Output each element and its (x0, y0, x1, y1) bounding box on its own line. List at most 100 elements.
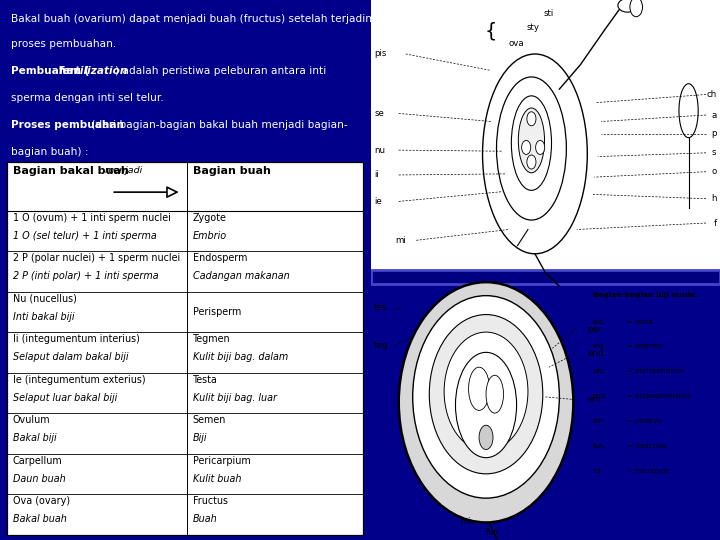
Text: nu: nu (374, 146, 385, 154)
Text: f: f (714, 219, 716, 227)
Text: = perispermium: = perispermium (627, 368, 684, 374)
Text: Buah: Buah (193, 514, 217, 524)
Text: Ova (ovary): Ova (ovary) (13, 496, 70, 507)
Text: Ii (integumentum interius): Ii (integumentum interius) (13, 334, 140, 345)
Text: 1 O (ovum) + 1 inti sperm nuclei: 1 O (ovum) + 1 inti sperm nuclei (13, 213, 171, 223)
Text: Kulit biji bag. luar: Kulit biji bag. luar (193, 393, 276, 403)
Text: 2 P (polar nuclei) + 1 sperm nuclei: 2 P (polar nuclei) + 1 sperm nuclei (13, 253, 180, 264)
Circle shape (527, 112, 536, 126)
Text: Selaput dalam bakal biji: Selaput dalam bakal biji (13, 352, 128, 362)
Text: o: o (711, 167, 716, 176)
Text: end.: end. (593, 393, 608, 399)
Text: teg.: teg. (374, 341, 391, 350)
Ellipse shape (429, 314, 543, 474)
Text: Zygote: Zygote (193, 213, 227, 223)
Text: = micropyle: = micropyle (627, 468, 670, 474)
Bar (371, 0, 720, 270)
Bar (7, 162, 364, 535)
Ellipse shape (497, 77, 567, 220)
Text: (dari bagian-bagian bakal buah menjadi bagian-: (dari bagian-bagian bakal buah menjadi b… (88, 120, 348, 130)
Text: Testa: Testa (193, 375, 217, 385)
Ellipse shape (679, 84, 698, 138)
Text: Bagian-bagian biji muda.: Bagian-bagian biji muda. (593, 292, 698, 298)
Text: s: s (712, 148, 716, 157)
Text: Endosperm: Endosperm (193, 253, 247, 264)
Text: menjadi: menjadi (105, 166, 143, 176)
Text: ova: ova (509, 39, 524, 48)
Text: Daun buah: Daun buah (13, 474, 66, 484)
Text: Nu (nucellus): Nu (nucellus) (13, 294, 77, 304)
Ellipse shape (413, 296, 559, 498)
Text: Kulit buah: Kulit buah (193, 474, 241, 484)
Text: Perisperm: Perisperm (193, 307, 241, 317)
Text: Fructus: Fructus (193, 496, 228, 507)
Text: Pembuahan (: Pembuahan ( (11, 66, 89, 77)
Text: ii: ii (374, 171, 379, 179)
Text: teg.: teg. (593, 343, 606, 349)
Ellipse shape (482, 54, 588, 254)
Text: Carpellum: Carpellum (13, 456, 63, 466)
Text: fun.: fun. (593, 443, 606, 449)
Text: Bakal buah: Bakal buah (13, 514, 67, 524)
Text: per.: per. (593, 368, 606, 374)
Text: mi.: mi. (593, 468, 603, 474)
Text: = endospermaium: = endospermaium (627, 393, 692, 399)
Text: Bagian bakal buah: Bagian bakal buah (13, 166, 129, 177)
Text: Bakal biji: Bakal biji (13, 433, 57, 443)
Text: tes.: tes. (593, 319, 606, 325)
Circle shape (630, 0, 642, 17)
Text: Cadangan makanan: Cadangan makanan (193, 271, 289, 281)
Text: end.: end. (588, 349, 606, 358)
Text: Embrio: Embrio (193, 231, 227, 241)
Text: Inti bakal biji: Inti bakal biji (13, 312, 74, 322)
Text: h: h (711, 194, 716, 203)
Text: = embryo: = embryo (627, 418, 662, 424)
Text: Ie (integumentum exterius): Ie (integumentum exterius) (13, 375, 145, 385)
Text: {: { (485, 21, 497, 40)
Circle shape (536, 140, 545, 154)
Text: mi.: mi. (460, 517, 473, 526)
Circle shape (522, 140, 531, 154)
Ellipse shape (469, 367, 490, 410)
Text: bagian buah) :: bagian buah) : (11, 147, 89, 157)
Text: ie: ie (374, 197, 382, 206)
Text: se: se (374, 109, 384, 118)
Text: = tegmen: = tegmen (627, 343, 662, 349)
Text: pis: pis (374, 50, 387, 58)
Text: Kulit biji bag. dalam: Kulit biji bag. dalam (193, 352, 288, 362)
Text: Bakal buah (ovarium) dapat menjadi buah (fructus) setelah terjadinya: Bakal buah (ovarium) dapat menjadi buah … (11, 14, 385, 24)
Text: tes.: tes. (374, 303, 390, 312)
Text: sty: sty (526, 23, 539, 31)
Text: Bagian buah: Bagian buah (193, 166, 271, 177)
Text: Biji: Biji (193, 433, 207, 443)
Text: ch: ch (706, 90, 716, 99)
Ellipse shape (518, 108, 544, 173)
Text: p: p (711, 130, 716, 138)
Text: sti: sti (544, 9, 554, 18)
Text: Tegmen: Tegmen (193, 334, 230, 345)
Ellipse shape (444, 332, 528, 451)
Text: a: a (711, 111, 716, 119)
Text: 2 P (inti polar) + 1 inti sperma: 2 P (inti polar) + 1 inti sperma (13, 271, 158, 281)
Ellipse shape (511, 96, 552, 191)
Ellipse shape (486, 375, 503, 413)
Text: Selaput luar bakal biji: Selaput luar bakal biji (13, 393, 117, 403)
Text: mi: mi (395, 236, 406, 245)
Text: sperma dengan inti sel telur.: sperma dengan inti sel telur. (11, 93, 163, 103)
Text: em.: em. (593, 418, 606, 424)
Ellipse shape (456, 352, 516, 458)
Text: em: em (588, 395, 601, 404)
Text: 1 O (sel telur) + 1 inti sperma: 1 O (sel telur) + 1 inti sperma (13, 231, 157, 241)
Text: = testa: = testa (627, 319, 653, 325)
Text: ) adalah peristiwa peleburan antara inti: ) adalah peristiwa peleburan antara inti (115, 66, 326, 77)
Text: = funiculus: = funiculus (627, 443, 667, 449)
Ellipse shape (479, 426, 493, 449)
Text: per.: per. (588, 325, 603, 334)
Text: fun.: fun. (486, 528, 503, 537)
Ellipse shape (618, 0, 637, 12)
Bar (371, 270, 720, 284)
Ellipse shape (399, 282, 573, 523)
Text: proses pembuahan.: proses pembuahan. (11, 39, 117, 49)
Circle shape (527, 155, 536, 169)
Text: Ovulum: Ovulum (13, 415, 50, 426)
